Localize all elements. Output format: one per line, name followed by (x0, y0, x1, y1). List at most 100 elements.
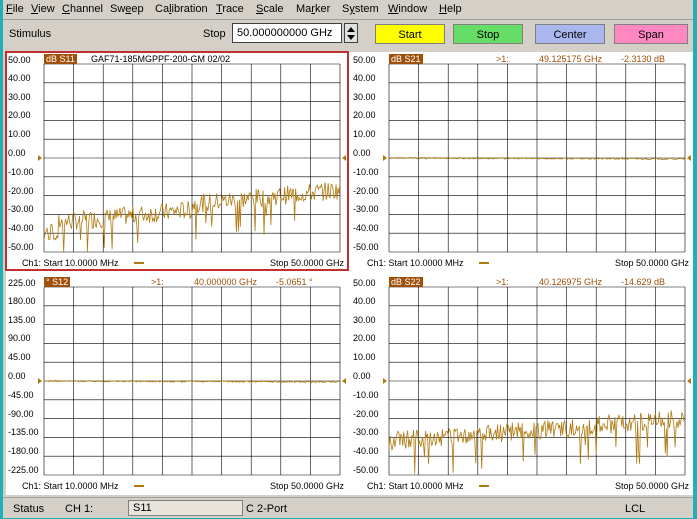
start-button[interactable]: Start (375, 24, 445, 44)
y-tick-label: 20.00 (8, 110, 31, 121)
menu-calibration[interactable]: Calibration (155, 3, 208, 15)
y-tick-label: -40.00 (353, 446, 379, 457)
trace-label-s11[interactable]: dB S11 (44, 54, 77, 64)
status-trace: S11 (133, 502, 152, 514)
trace-grid-s22 (383, 286, 691, 476)
y-tick-label: 10.00 (353, 352, 376, 363)
y-tick-label: -135.00 (8, 427, 39, 438)
y-tick-label: 30.00 (8, 91, 31, 102)
status-trace-box: S11 (128, 500, 243, 516)
y-tick-label: 40.00 (353, 295, 376, 306)
y-tick-label: 10.00 (8, 129, 31, 140)
y-tick-label: -20.00 (353, 408, 379, 419)
trace-line-s11 (43, 182, 341, 253)
y-tick-label: 20.00 (353, 110, 376, 121)
trace-pane-s21[interactable]: 50.00 40.00 30.00 20.00 10.00 0.00 -10.00 -20.0… (351, 52, 693, 270)
y-tick-top: 50.00 (353, 55, 376, 65)
menu-scale[interactable]: Scale (256, 3, 284, 15)
y-tick-label: 0.00 (353, 371, 371, 381)
reference-arrow-icon (342, 155, 346, 161)
trace-label-s22[interactable]: dB S22 (389, 277, 423, 287)
marker-index: >1: (496, 277, 509, 287)
trace-title: GAF71-185MGPPF-200-GM 02/02 (91, 54, 231, 64)
sweep-start-label: Ch1: Start 10.0000 MHz (367, 258, 464, 268)
span-button[interactable]: Span (614, 24, 688, 44)
menu-system[interactable]: System (342, 3, 379, 15)
reference-arrow-icon (687, 378, 691, 384)
toolbar: Stimulus Stop 50.000000000 GHz Start Sto… (3, 20, 693, 48)
spin-up-icon[interactable] (347, 27, 355, 32)
y-tick-label: 0.00 (8, 371, 26, 381)
y-tick-label: -40.00 (8, 223, 34, 234)
trace-legend-swatch (479, 262, 489, 264)
status-calibration: C 2-Port (246, 503, 287, 515)
sweep-start-label: Ch1: Start 10.0000 MHz (22, 258, 119, 268)
y-tick-label: 135.00 (8, 314, 36, 325)
y-tick-label: -30.00 (353, 204, 379, 215)
y-tick-label: -20.00 (353, 185, 379, 196)
y-tick-label: -30.00 (8, 204, 34, 215)
menu-sweep[interactable]: Sweep (110, 3, 144, 15)
reference-arrow-icon (383, 378, 387, 384)
y-tick-label: 20.00 (353, 333, 376, 344)
y-tick-label: -50.00 (353, 465, 379, 475)
marker-frequency: 49.125175 GHz (539, 54, 603, 64)
sweep-stop-label: Stop 50.0000 GHz (269, 481, 344, 491)
y-tick-label: 10.00 (353, 129, 376, 140)
marker-frequency: 40.000000 GHz (194, 277, 258, 287)
y-tick-label: -180.00 (8, 446, 39, 457)
marker-value: -14.629 dB (621, 277, 666, 287)
trace-grid-s11 (38, 63, 346, 253)
y-tick-label: -20.00 (8, 185, 34, 196)
y-tick-label: -225.00 (8, 465, 39, 475)
y-tick-label: -10.00 (353, 389, 379, 400)
menu-marker[interactable]: Marker (296, 3, 331, 15)
marker-value: -2.3130 dB (621, 54, 666, 64)
marker-value: -5.0651 ° (276, 277, 313, 287)
menu-channel[interactable]: Channel (62, 3, 103, 15)
stop-button[interactable]: Stop (453, 24, 523, 44)
menu-trace[interactable]: Trace (216, 3, 244, 15)
trace-legend-swatch (479, 485, 489, 487)
reference-arrow-icon (38, 155, 42, 161)
sweep-stop-label: Stop 50.0000 GHz (614, 258, 689, 268)
trace-label-s21[interactable]: dB S21 (389, 54, 423, 64)
trace-label-s12[interactable]: ° S12 (44, 277, 71, 287)
y-tick-label: -10.00 (353, 166, 379, 177)
menu-help[interactable]: Help (439, 3, 462, 15)
trace-pane-s11[interactable]: 50.00 40.00 30.00 20.00 10.00 0.00 -10.00 -20.0… (5, 51, 349, 271)
y-tick-label: 40.00 (8, 72, 31, 83)
y-tick-label: -50.00 (353, 242, 379, 252)
spin-down-icon[interactable] (347, 35, 355, 40)
y-tick-label: -30.00 (353, 427, 379, 438)
menu-view[interactable]: View (31, 3, 55, 15)
stop-frequency-input[interactable]: 50.000000000 GHz (232, 23, 342, 43)
trace-legend-swatch (134, 485, 144, 487)
y-tick-label: 0.00 (8, 148, 26, 158)
marker-index: >1: (496, 54, 509, 64)
plot-area: 50.00 40.00 30.00 20.00 10.00 0.00 -10.00 -20.0… (5, 51, 693, 495)
trace-line-s21 (388, 156, 686, 161)
menu-file[interactable]: File (6, 3, 24, 15)
stimulus-label: Stimulus (9, 28, 52, 40)
sweep-start-label: Ch1: Start 10.0000 MHz (22, 481, 119, 491)
menu-window[interactable]: Window (388, 3, 428, 15)
y-tick-label: 40.00 (353, 72, 376, 83)
status-channel: CH 1: (65, 503, 94, 515)
trace-line-s22 (388, 410, 686, 474)
stop-label: Stop (203, 28, 226, 40)
y-tick-label: 30.00 (353, 91, 376, 102)
trace-pane-s22[interactable]: 50.00 40.00 30.00 20.00 10.00 0.00 -10.00 -20.0… (351, 275, 693, 493)
sweep-stop-label: Stop 50.0000 GHz (269, 258, 344, 268)
trace-grid-s21 (383, 63, 691, 253)
stop-frequency-spinner[interactable] (344, 23, 358, 43)
sweep-start-label: Ch1: Start 10.0000 MHz (367, 481, 464, 491)
y-tick-label: -90.00 (8, 408, 34, 419)
reference-arrow-icon (687, 155, 691, 161)
y-tick-label: -45.00 (8, 389, 34, 400)
status-bar: Status CH 1: S11 C 2-Port LCL (3, 497, 693, 519)
trace-pane-s12[interactable]: 225.00 180.00 135.00 90.00 45.00 0.00 -45.00 -9… (6, 275, 348, 493)
y-tick-label: 45.00 (8, 352, 31, 363)
status-label: Status (13, 503, 45, 515)
center-button[interactable]: Center (535, 24, 605, 44)
